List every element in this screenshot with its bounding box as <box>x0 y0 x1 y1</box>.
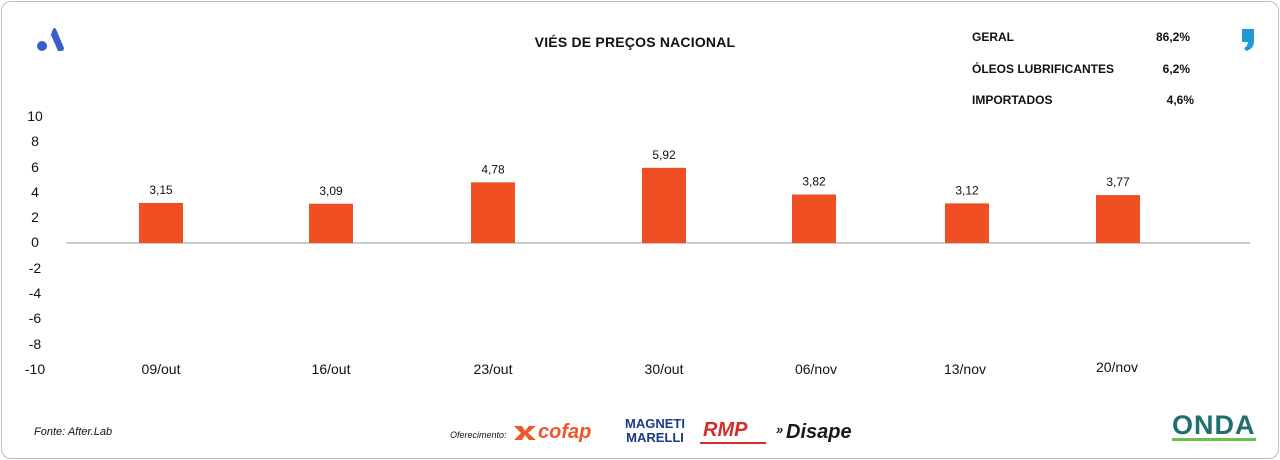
bar <box>139 202 183 243</box>
y-tick-label: -2 <box>28 260 42 276</box>
y-tick-label: -8 <box>28 336 42 352</box>
rmp-underline <box>700 442 766 444</box>
stat-value-importados: 4,6% <box>1166 93 1194 107</box>
comma-logo-icon <box>1242 29 1254 51</box>
x-tick-label: 30/out <box>644 361 684 377</box>
bar-value-label: 3,15 <box>149 183 173 197</box>
disape-arrows-icon: » <box>776 422 784 437</box>
stat-label-oleos: ÓLEOS LUBRIFICANTES <box>972 62 1115 76</box>
disape-wordmark: Disape <box>786 421 852 443</box>
y-tick-label: 8 <box>31 133 39 149</box>
bar-value-label: 3,77 <box>1106 175 1130 189</box>
stat-label-importados: IMPORTADOS <box>972 93 1053 107</box>
bar <box>792 194 836 243</box>
y-tick-label: -6 <box>28 310 42 326</box>
bar <box>1096 195 1140 243</box>
brand-a-logo-icon <box>37 28 64 51</box>
bar <box>945 203 989 243</box>
chart-title: VIÉS DE PREÇOS NACIONAL <box>534 34 736 50</box>
x-tick-label: 06/nov <box>794 361 838 377</box>
bar-value-label: 3,12 <box>955 183 979 197</box>
rmp-wordmark: RMP <box>703 419 748 441</box>
bar-value-label: 5,92 <box>652 148 676 162</box>
bar <box>642 167 686 243</box>
x-tick-label: 23/out <box>473 361 513 377</box>
y-tick-label: 0 <box>31 234 39 250</box>
bar-value-label: 4,78 <box>481 162 505 176</box>
stat-label-geral: GERAL <box>972 30 1014 44</box>
y-tick-label: 6 <box>31 159 39 175</box>
bar-value-label: 3,09 <box>319 184 343 198</box>
x-tick-label: 09/out <box>141 361 181 377</box>
stat-value-oleos: 6,2% <box>1162 62 1190 76</box>
x-tick-label: 13/nov <box>943 361 987 377</box>
sponsor-label: Oferecimento: <box>450 430 507 440</box>
y-tick-label: 4 <box>31 184 39 200</box>
cofap-wordmark: cofap <box>538 421 592 443</box>
cofap-mark-icon <box>514 426 536 440</box>
bar-value-label: 3,82 <box>802 174 826 188</box>
y-tick-label: 2 <box>31 209 39 225</box>
y-tick-label: -10 <box>24 361 46 377</box>
bar <box>309 203 353 243</box>
source-note: Fonte: After.Lab <box>34 426 113 438</box>
onda-underline <box>1172 438 1256 441</box>
x-tick-label: 20/nov <box>1095 359 1139 375</box>
y-tick-label: -4 <box>28 285 42 301</box>
x-tick-label: 16/out <box>311 361 351 377</box>
onda-logo: ONDA <box>1172 410 1256 440</box>
y-tick-label: 10 <box>27 108 43 124</box>
magneti-marelli-logo: MAGNETI MARELLI <box>625 416 685 445</box>
stat-value-geral: 86,2% <box>1155 30 1190 44</box>
bar <box>471 182 515 243</box>
